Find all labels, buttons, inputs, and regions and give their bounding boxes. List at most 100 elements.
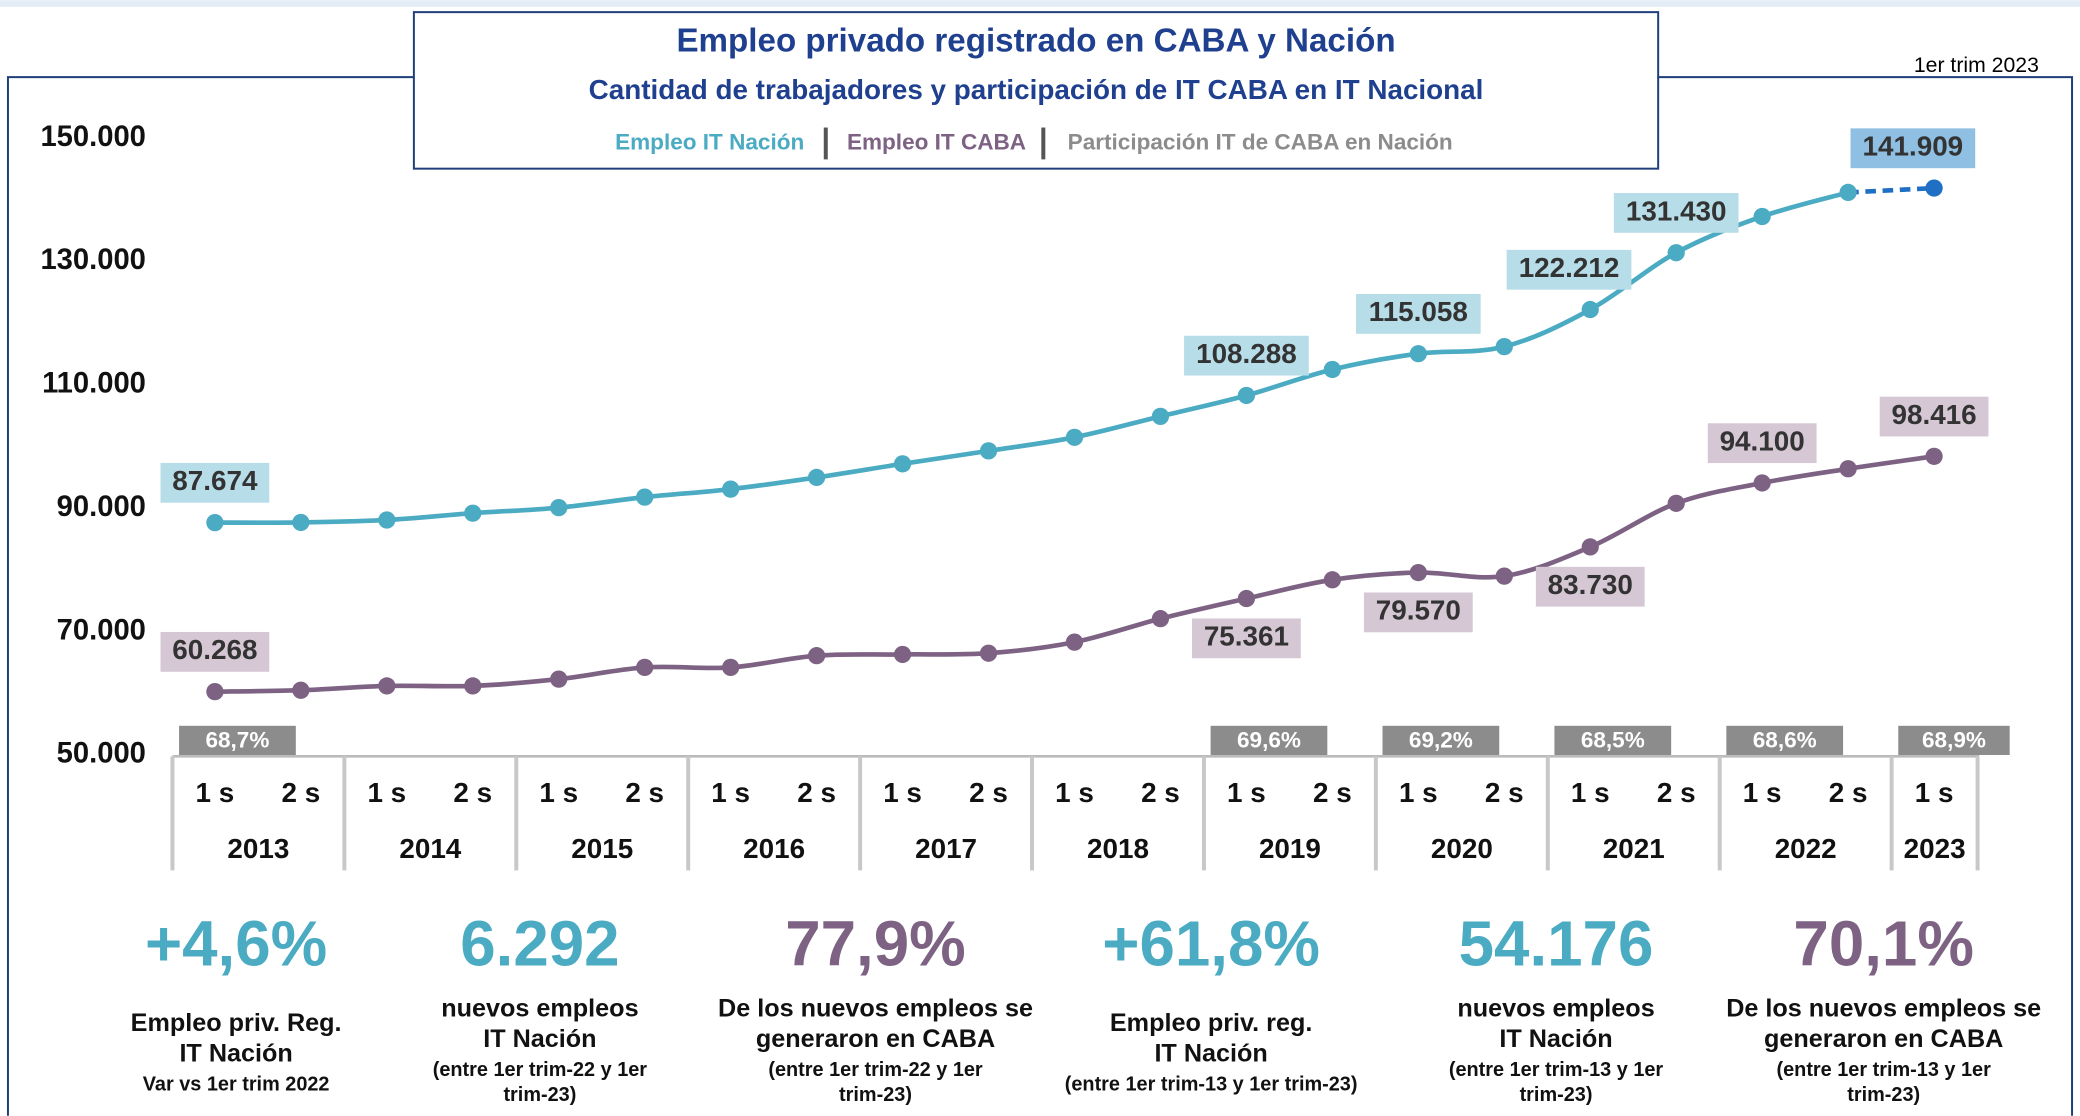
value-label: 115.058 xyxy=(1369,296,1468,327)
x-tick-label: 1 s xyxy=(539,777,578,808)
stat-text: IT Nación xyxy=(483,1025,596,1053)
value-label: 141.909 xyxy=(1863,131,1964,162)
data-point xyxy=(893,455,912,473)
year-label: 2018 xyxy=(1087,833,1149,864)
data-point xyxy=(722,658,740,677)
stat-text: De los nuevos empleos se xyxy=(718,994,1033,1022)
value-label: 94.100 xyxy=(1720,426,1805,457)
stat-value: +4,6% xyxy=(145,908,327,979)
year-label: 2017 xyxy=(915,833,977,864)
data-point xyxy=(464,504,482,522)
year-label: 2019 xyxy=(1259,833,1321,864)
chart-title: Empleo privado registrado en CABA y Naci… xyxy=(676,22,1395,59)
stat-value: 70,1% xyxy=(1793,908,1974,979)
data-point xyxy=(807,468,826,487)
x-tick-label: 1 s xyxy=(367,777,406,808)
data-point xyxy=(1237,386,1256,405)
stat-value: 54.176 xyxy=(1459,908,1654,979)
stat-note: trim-23) xyxy=(1847,1084,1920,1106)
value-label-box xyxy=(1613,193,1739,233)
data-point xyxy=(1839,460,1857,478)
share-box xyxy=(1382,725,1500,755)
data-point xyxy=(1495,567,1513,585)
data-point xyxy=(1065,633,1084,651)
share-label: 68,5% xyxy=(1581,728,1645,753)
data-point xyxy=(550,670,568,688)
value-label-box xyxy=(1850,128,1976,169)
value-label: 122.212 xyxy=(1519,252,1620,283)
value-label: 75.361 xyxy=(1204,621,1289,652)
title-box xyxy=(412,11,1660,170)
value-label-box xyxy=(1355,293,1481,334)
stat-text: generaron en CABA xyxy=(756,1025,995,1053)
year-label: 2023 xyxy=(1904,833,1966,864)
value-label-box xyxy=(1707,423,1817,464)
value-label: 108.288 xyxy=(1196,338,1297,369)
data-point xyxy=(1667,494,1685,512)
x-tick-label: 1 s xyxy=(196,777,235,808)
stat-note: trim-23) xyxy=(1520,1084,1593,1106)
year-label: 2020 xyxy=(1431,833,1493,864)
data-point xyxy=(979,442,998,460)
stat-note: (entre 1er trim-13 y 1er xyxy=(1449,1059,1664,1081)
stat-text: De los nuevos empleos se xyxy=(1726,994,2041,1022)
stat-text: nuevos empleos xyxy=(441,994,638,1022)
data-point xyxy=(378,677,396,695)
data-point xyxy=(292,513,310,532)
legend-entry: Participación IT de CABA en Nación xyxy=(1068,129,1453,154)
y-tick-label: 90.000 xyxy=(57,491,146,523)
x-tick-label: 2 s xyxy=(625,777,664,808)
data-point xyxy=(722,480,740,498)
x-tick-label: 1 s xyxy=(1055,777,1094,808)
data-point xyxy=(1323,360,1341,379)
share-label: 68,9% xyxy=(1922,728,1986,753)
stat-text: Empleo priv. reg. xyxy=(1110,1009,1312,1037)
share-box xyxy=(179,725,296,755)
x-tick-label: 2 s xyxy=(969,777,1008,808)
x-tick-label: 2 s xyxy=(1829,777,1868,808)
data-point xyxy=(1581,538,1599,556)
year-label: 2014 xyxy=(399,833,461,864)
y-tick-label: 50.000 xyxy=(57,738,146,770)
data-point xyxy=(1839,183,1857,202)
data-point xyxy=(893,645,912,664)
data-point xyxy=(1065,428,1084,446)
share-box xyxy=(1210,725,1328,755)
stat-text: IT Nación xyxy=(179,1039,292,1067)
value-label: 98.416 xyxy=(1891,399,1976,430)
value-label: 79.570 xyxy=(1376,595,1461,626)
data-point xyxy=(1925,179,1943,197)
data-point xyxy=(550,499,568,517)
x-tick-label: 2 s xyxy=(1657,777,1696,808)
series-line-projection xyxy=(1848,185,1935,195)
share-box xyxy=(1726,725,1844,755)
stat-note: trim-23) xyxy=(839,1084,912,1106)
y-tick-label: 110.000 xyxy=(42,368,146,400)
stat-note: Var vs 1er trim 2022 xyxy=(143,1074,330,1096)
legend-entry: Empleo IT CABA xyxy=(847,129,1026,154)
share-label: 68,6% xyxy=(1753,728,1817,753)
stat-note: (entre 1er trim-13 y 1er trim-23) xyxy=(1065,1074,1358,1096)
stat-text: generaron en CABA xyxy=(1764,1025,2003,1053)
legend-entry: Empleo IT Nación xyxy=(615,129,804,154)
share-label: 69,6% xyxy=(1237,728,1301,753)
x-tick-label: 2 s xyxy=(281,777,320,808)
data-point xyxy=(1151,407,1170,425)
value-label-box xyxy=(1192,618,1301,659)
x-tick-label: 2 s xyxy=(1485,777,1524,808)
share-box xyxy=(1554,725,1672,755)
data-point xyxy=(636,488,654,506)
annotation: 1er trim 2023 xyxy=(1914,54,2039,77)
data-point xyxy=(1753,207,1771,226)
value-label-box xyxy=(1363,592,1473,633)
y-tick-label: 150.000 xyxy=(40,121,145,153)
value-label-box xyxy=(1535,566,1645,607)
data-point xyxy=(206,513,224,532)
data-point xyxy=(1581,300,1599,319)
year-label: 2021 xyxy=(1603,833,1665,864)
data-point xyxy=(979,644,998,662)
year-label: 2015 xyxy=(571,833,633,864)
value-label-box xyxy=(1506,249,1632,290)
chart-subtitle: Cantidad de trabajadores y participación… xyxy=(589,74,1484,105)
data-point xyxy=(1495,338,1513,356)
